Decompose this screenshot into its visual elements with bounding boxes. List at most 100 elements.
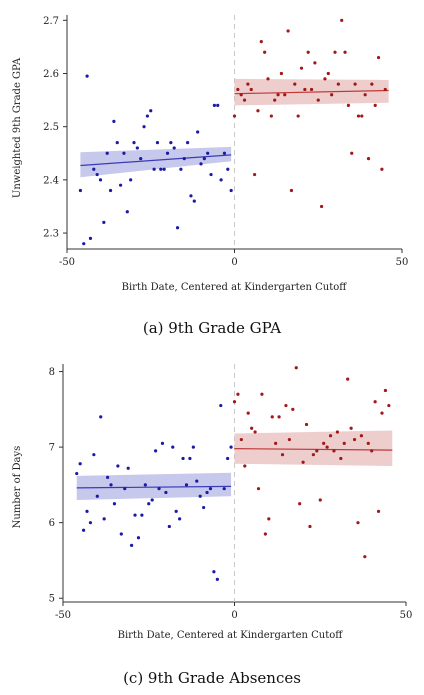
data-point-right [318, 498, 322, 502]
data-point-left [222, 487, 226, 491]
data-point-right [336, 82, 340, 86]
data-point-right [320, 204, 324, 209]
data-point-left [147, 502, 151, 506]
data-point-left [189, 194, 193, 198]
data-point-right [249, 87, 253, 92]
panel-gpa: Unweighted 9th Grade GPA Birth Date, Cen… [12, 15, 408, 337]
data-point-right [280, 453, 285, 457]
data-point-right [266, 77, 270, 81]
data-point-left [119, 532, 123, 536]
data-point-right [356, 114, 361, 118]
data-point-right [232, 400, 237, 404]
y-tick-label: 8 [49, 367, 55, 378]
data-point-left [157, 487, 161, 491]
data-point-right [370, 449, 374, 453]
data-point-right [363, 93, 367, 97]
data-point-right [239, 93, 243, 97]
x-axis-label: Birth Date, Centered at Kindergarten Cut… [118, 630, 344, 641]
data-point-left [219, 178, 223, 182]
data-point-right [270, 415, 274, 419]
data-point-left [165, 151, 170, 155]
data-point-left [116, 464, 120, 468]
y-tick-label: 2.7 [43, 16, 59, 27]
data-point-right [309, 87, 314, 92]
x-tick-label: 0 [231, 610, 237, 621]
data-point-left [215, 577, 219, 581]
data-point-left [95, 172, 99, 177]
y-tick-label: 2.4 [43, 175, 59, 186]
data-point-right [313, 61, 317, 65]
data-point-right [352, 437, 357, 442]
fit-line-left [80, 154, 232, 167]
data-point-left [205, 490, 209, 495]
data-point-left [179, 167, 183, 171]
data-point-right [293, 82, 297, 86]
data-point-right [289, 188, 294, 193]
data-point-left [145, 114, 149, 118]
data-point-left [136, 536, 141, 540]
panel-caption: (c) 9th Grade Absences [123, 669, 301, 687]
data-point-left [219, 403, 223, 408]
data-point-right [236, 392, 240, 396]
data-point-left [222, 151, 227, 155]
data-point-right [250, 426, 254, 430]
data-point-right [323, 77, 327, 81]
data-point-right [306, 50, 310, 54]
data-point-left [159, 167, 163, 171]
data-point-left [129, 178, 133, 182]
data-point-right [253, 430, 257, 434]
data-point-left [140, 513, 144, 517]
confidence-band-left [76, 472, 232, 500]
data-point-left [167, 524, 171, 529]
y-tick-label: 5 [49, 594, 55, 605]
data-point-right [353, 82, 357, 86]
data-point-left [88, 521, 93, 525]
data-point-right [304, 422, 309, 427]
data-point-right [383, 87, 387, 92]
data-point-right [335, 430, 339, 434]
data-point-left [154, 449, 158, 453]
data-point-right [283, 93, 287, 97]
data-point-left [188, 456, 192, 461]
data-point-right [370, 82, 374, 86]
data-point-left [92, 453, 96, 457]
data-point-right [263, 50, 267, 54]
data-point-left [164, 490, 168, 495]
x-tick-label: 50 [400, 610, 413, 621]
data-point-left [155, 141, 160, 145]
data-point-left [149, 109, 153, 113]
x-axis-label: Birth Date, Centered at Kindergarten Cut… [122, 282, 348, 293]
data-point-left [142, 125, 146, 129]
data-point-right [342, 441, 346, 445]
data-point-right [387, 403, 391, 408]
data-point-left [198, 494, 202, 498]
data-point-left [122, 151, 126, 155]
data-point-right [322, 441, 326, 445]
data-point-left [212, 570, 216, 574]
data-point-right [326, 71, 330, 76]
data-point-left [105, 475, 110, 479]
data-point-left [202, 156, 206, 161]
data-point-left [152, 167, 156, 171]
data-point-right [279, 71, 283, 76]
data-point-left [75, 471, 79, 476]
panel-absences: Number of Days Birth Date, Centered at K… [12, 364, 412, 687]
data-point-left [195, 479, 199, 483]
data-point-right [273, 98, 277, 102]
data-point-right [349, 426, 353, 430]
data-point-right [256, 109, 260, 113]
data-point-right [260, 392, 264, 396]
data-point-left [174, 509, 178, 513]
data-point-right [380, 167, 384, 171]
data-point-right [256, 487, 261, 491]
data-point-left [78, 462, 82, 466]
y-axis-label: Unweighted 9th Grade GPA [12, 57, 23, 198]
data-point-right [376, 55, 381, 60]
data-point-right [294, 366, 298, 370]
x-tick-label: 0 [231, 257, 237, 268]
data-point-left [172, 146, 176, 150]
data-point-left [88, 236, 93, 240]
data-point-right [339, 456, 343, 461]
data-point-right [277, 415, 281, 419]
data-point-right [356, 521, 360, 525]
